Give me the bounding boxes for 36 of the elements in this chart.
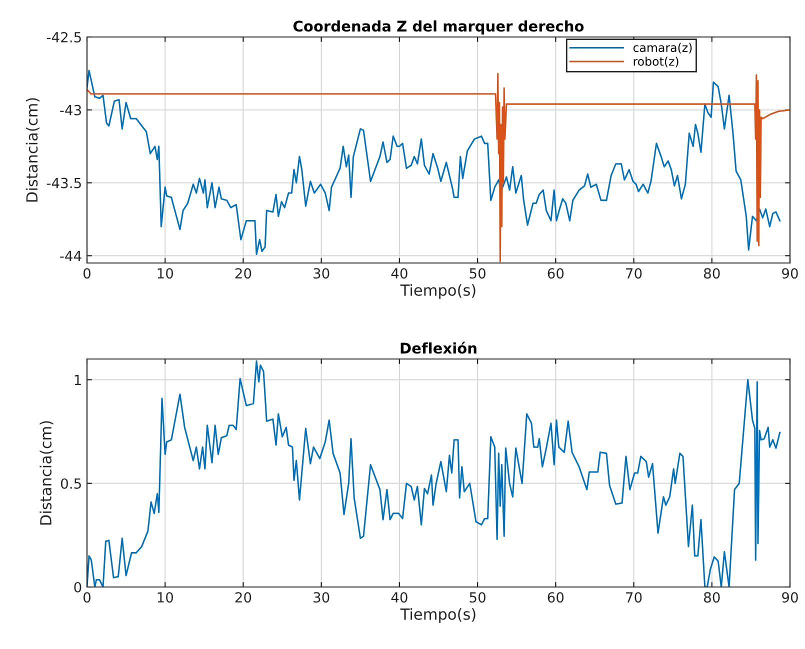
x-axis-title: Tiempo(s) — [400, 608, 476, 623]
x-tick-label: 70 — [626, 592, 642, 603]
x-tick-label: 90 — [782, 592, 798, 603]
y-tick-label: 0.5 — [60, 478, 81, 489]
y-tick-label: -43.5 — [46, 178, 81, 188]
y-tick-label: -42.5 — [46, 32, 81, 42]
x-tick-label: 90 — [782, 268, 798, 279]
x-tick-label: 80 — [704, 592, 720, 603]
x-tick-label: 60 — [548, 268, 564, 279]
x-tick-label: 10 — [158, 268, 174, 279]
y-tick-label: -43 — [60, 104, 82, 116]
x-tick-label: 20 — [235, 592, 252, 603]
x-tick-label: 80 — [704, 268, 720, 279]
y-tick-label: 0 — [74, 582, 82, 592]
y-tick-label: -44 — [60, 250, 82, 261]
x-axis-title: Tiempo(s) — [400, 284, 476, 299]
x-tick-label: 40 — [391, 268, 408, 279]
x-tick-label: 20 — [235, 268, 252, 279]
x-tick-label: 30 — [314, 592, 330, 603]
legend-label: robot(z) — [634, 56, 678, 68]
x-tick-label: 0 — [83, 268, 90, 279]
x-tick-label: 70 — [626, 268, 642, 279]
x-tick-label: 60 — [548, 592, 564, 603]
x-tick-label: 50 — [470, 268, 486, 279]
x-tick-label: 30 — [314, 268, 330, 279]
y-tick-label: 1 — [74, 374, 81, 386]
y-axis-title: Distancia(cm) — [40, 421, 54, 525]
legend-label: camara(z) — [633, 42, 692, 54]
chart-title: Coordenada Z del marquer derecho — [293, 20, 584, 34]
x-tick-label: 50 — [470, 592, 486, 603]
line-series — [87, 360, 781, 587]
chart-title: Deflexión — [400, 342, 476, 354]
x-tick-label: 40 — [391, 592, 408, 603]
x-tick-label: 0 — [83, 592, 90, 603]
y-axis-title: Distancia(cm) — [26, 98, 40, 202]
x-tick-label: 10 — [158, 592, 174, 603]
